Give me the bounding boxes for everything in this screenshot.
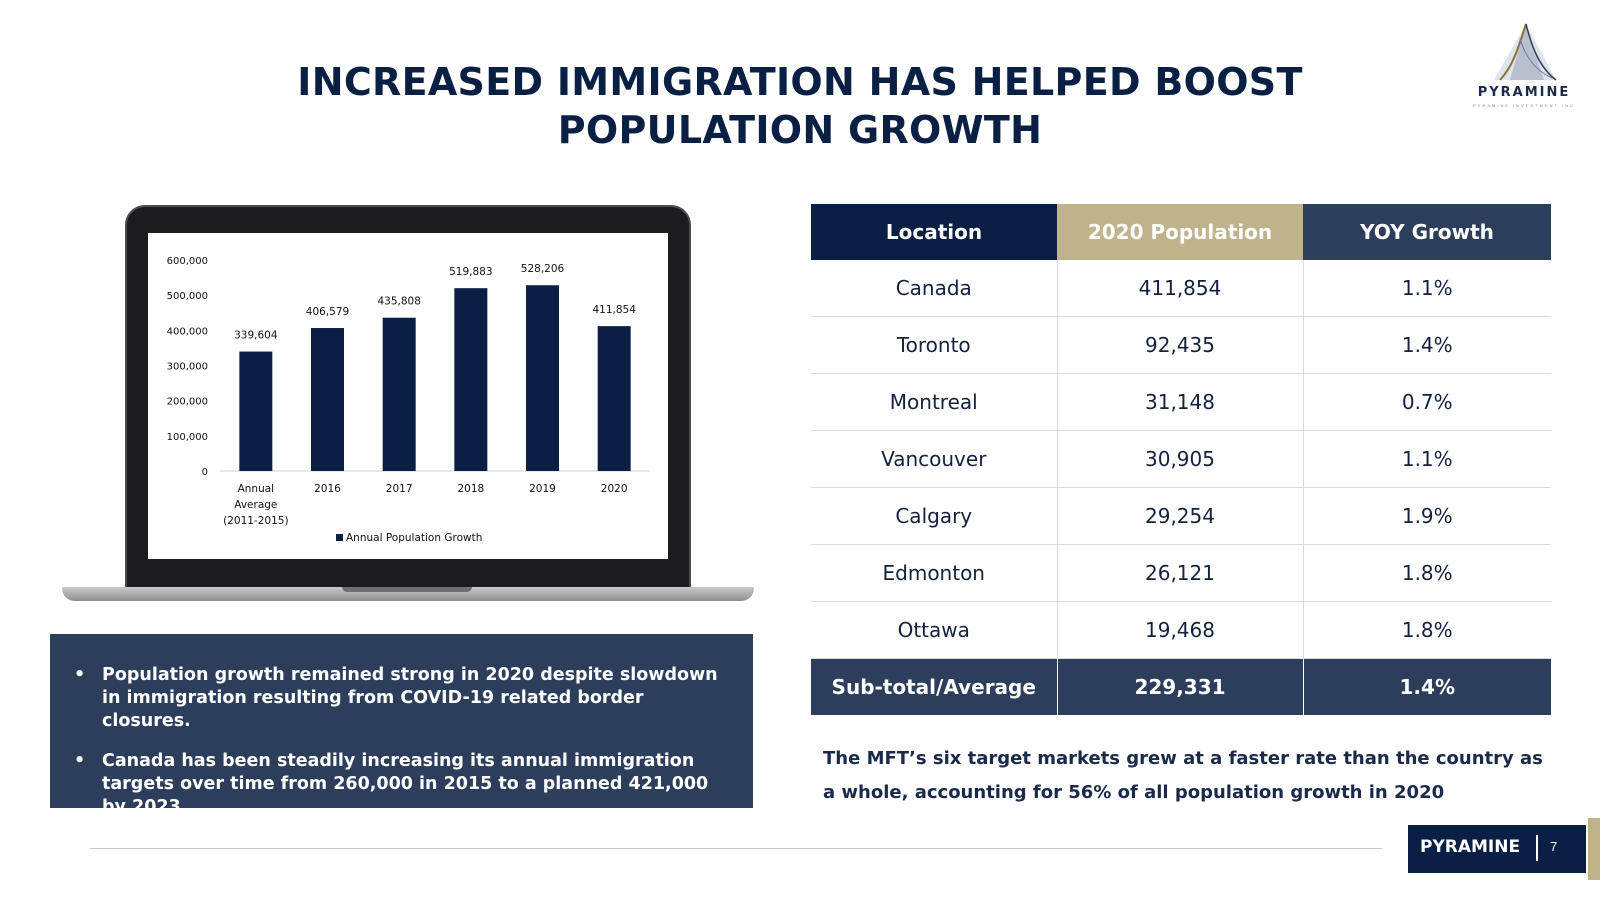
cell-growth: 1.8% [1302, 601, 1551, 659]
y-tick-label: 400,000 [167, 326, 208, 337]
cell-growth: 1.1% [1302, 430, 1551, 488]
data-label: 339,604 [234, 330, 278, 342]
footer-brand: PYRAMINE [1420, 837, 1521, 857]
population-growth-chart: 0 100,000 200,000 300,000 400,000 500,000 600,… [167, 256, 650, 544]
table-header-row: Location 2020 Population YOY Growth [811, 204, 1551, 260]
table-subtotal-row: Sub-total/Average 229,331 1.4% [811, 658, 1551, 715]
bar [597, 326, 631, 471]
legend-swatch [336, 534, 343, 541]
y-tick-label: 500,000 [167, 291, 208, 302]
table-caption: The MFT’s six target markets grew at a f… [823, 748, 1543, 803]
table-row: Calgary 29,254 1.9% [811, 487, 1551, 545]
note-bullet-2: Canada has been steadily increasing its … [74, 750, 735, 819]
cell-population: 411,854 [1056, 260, 1303, 317]
notes-box: Population growth remained strong in 202… [50, 634, 753, 817]
page-number: 7 [1550, 839, 1558, 854]
table-row: Toronto 92,435 1.4% [811, 316, 1551, 374]
subtotal-label: Sub-total/Average [811, 658, 1057, 715]
data-label: 406,579 [306, 306, 349, 318]
cell-population: 30,905 [1056, 430, 1303, 488]
table-row: Edmonton 26,121 1.8% [811, 544, 1551, 602]
population-table: Location 2020 Population YOY Growth Cana… [811, 204, 1551, 715]
footer-accent-bar [1588, 818, 1600, 880]
y-tick-label: 600,000 [167, 256, 208, 267]
laptop-notch [342, 587, 472, 592]
y-tick-label: 0 [202, 467, 208, 478]
logo-wordmark: PYRAMINE [1477, 85, 1571, 100]
y-tick-label: 300,000 [167, 362, 208, 373]
x-tick-label: 2019 [529, 483, 556, 495]
x-tick-label: 2020 [601, 483, 628, 495]
note-bullet-1: Population growth remained strong in 202… [74, 664, 735, 733]
page-title-line-2: POPULATION GROWTH [557, 108, 1043, 152]
bar [526, 285, 559, 471]
header-yoy-growth: YOY Growth [1303, 204, 1551, 260]
x-tick-label: (2011-2015) [223, 515, 288, 527]
page-title-line-1: INCREASED IMMIGRATION HAS HELPED BOOST [297, 60, 1303, 104]
x-tick-label: 2018 [457, 483, 484, 495]
x-tick-label: Annual [238, 483, 274, 495]
cell-population: 26,121 [1056, 544, 1303, 602]
bar [382, 317, 416, 471]
data-label: 411,854 [592, 304, 636, 316]
cell-population: 29,254 [1056, 487, 1303, 545]
cell-location: Montreal [811, 373, 1057, 431]
logo-tagline: PYRAMINE INVESTMENT INC [1473, 103, 1575, 108]
cell-location: Canada [811, 260, 1057, 317]
cell-location: Toronto [811, 316, 1057, 374]
cell-location: Ottawa [811, 601, 1057, 659]
cell-growth: 1.4% [1302, 316, 1551, 374]
page-title: INCREASED IMMIGRATION HAS HELPED BOOST P… [200, 58, 1400, 154]
legend-label: Annual Population Growth [346, 532, 482, 544]
cell-population: 31,148 [1056, 373, 1303, 431]
laptop-base [62, 587, 754, 601]
subtotal-growth: 1.4% [1302, 658, 1551, 715]
cell-growth: 1.1% [1302, 260, 1551, 317]
footer-separator [1536, 835, 1538, 861]
bar [454, 288, 488, 471]
footer-divider [90, 848, 1382, 849]
pyramid-logo-icon [1494, 23, 1557, 81]
table-row: Vancouver 30,905 1.1% [811, 430, 1551, 488]
x-tick-label: 2016 [314, 483, 341, 495]
table-row: Ottawa 19,468 1.8% [811, 601, 1551, 659]
subtotal-population: 229,331 [1056, 658, 1303, 715]
table-row: Canada 411,854 1.1% [811, 260, 1551, 317]
footer-badge: PYRAMINE 7 [1408, 825, 1586, 873]
x-tick-label: Average [234, 499, 277, 511]
cell-growth: 1.9% [1302, 487, 1551, 545]
bar [239, 351, 273, 471]
cell-location: Vancouver [811, 430, 1057, 488]
y-tick-label: 200,000 [167, 397, 208, 408]
cell-location: Calgary [811, 487, 1057, 545]
cell-population: 92,435 [1056, 316, 1303, 374]
cell-population: 19,468 [1056, 601, 1303, 659]
data-label: 519,883 [449, 266, 492, 278]
cell-location: Edmonton [811, 544, 1057, 602]
y-tick-label: 100,000 [167, 432, 208, 443]
bar [311, 328, 344, 471]
data-label: 528,206 [521, 263, 565, 275]
cell-growth: 0.7% [1302, 373, 1551, 431]
data-label: 435,808 [377, 296, 420, 308]
x-tick-label: 2017 [386, 483, 413, 495]
table-row: Montreal 31,148 0.7% [811, 373, 1551, 431]
cell-growth: 1.8% [1302, 544, 1551, 602]
header-location: Location [811, 204, 1057, 260]
header-2020-population: 2020 Population [1057, 204, 1303, 260]
